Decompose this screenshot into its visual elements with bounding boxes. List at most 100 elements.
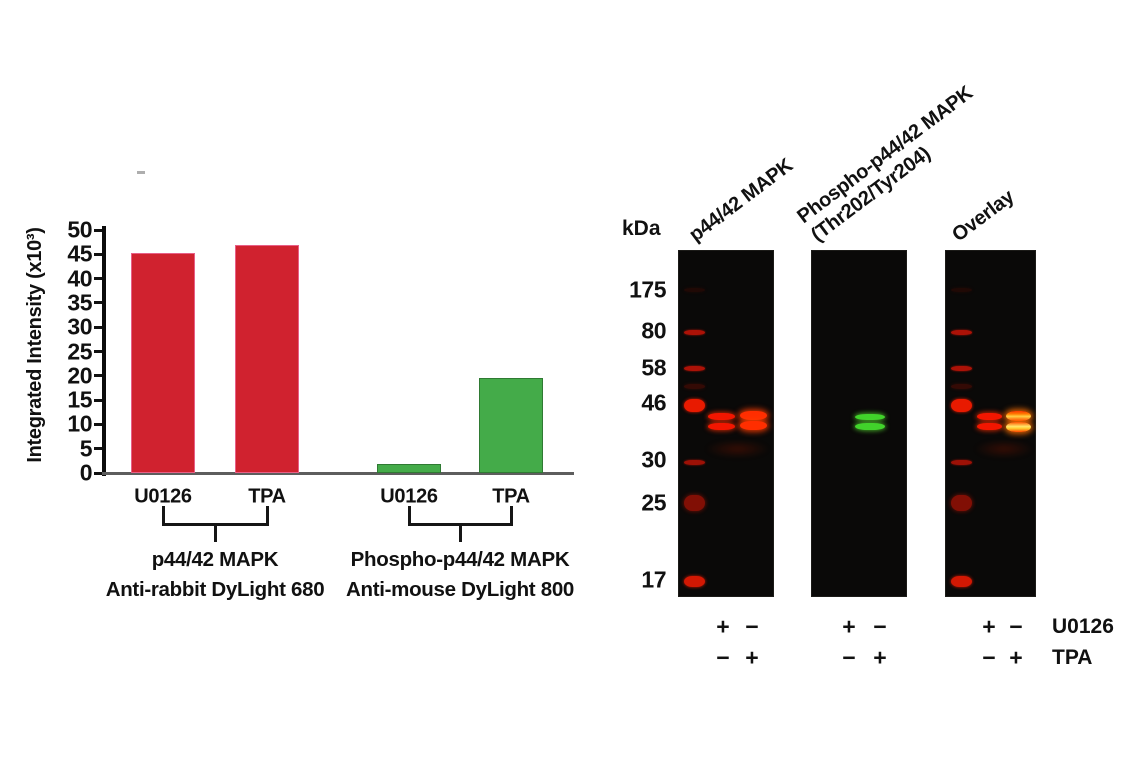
y-tick-label: 10 [67, 410, 92, 437]
faint-smear [975, 440, 1033, 458]
ladder-band [951, 495, 972, 511]
y-tick-label: 50 [67, 216, 92, 243]
treatment-sign: + [1009, 644, 1023, 671]
ladder-band [951, 365, 972, 371]
x-axis-line [102, 472, 574, 475]
ladder-band [684, 398, 705, 412]
y-tick-mark [94, 374, 102, 378]
treatment-sign: − [716, 644, 730, 671]
treatment-sign: − [842, 644, 856, 671]
protein-band-overlay [1006, 422, 1031, 432]
treatment-sign: − [745, 613, 759, 640]
y-tick-mark [94, 325, 102, 329]
kda-marker-label: 175 [629, 276, 666, 303]
blot-membrane [945, 250, 1036, 597]
ladder-band [684, 575, 705, 587]
bracket-stem [458, 526, 462, 542]
bar-group-label: Anti-mouse DyLight 800 [345, 578, 575, 601]
protein-band-overlay [1006, 411, 1031, 421]
kda-unit-label: kDa [622, 217, 661, 240]
y-axis-line [102, 226, 106, 476]
bracket-leg [509, 506, 513, 523]
y-tick-label: 20 [67, 362, 92, 389]
y-tick-label: 45 [67, 240, 92, 267]
y-tick-mark [94, 228, 102, 232]
treatment-sign: + [716, 613, 730, 640]
speck-artifact [137, 171, 145, 174]
y-tick-mark [94, 252, 102, 256]
y-tick-mark [94, 350, 102, 353]
bracket-bar [407, 523, 513, 526]
ladder-band [951, 383, 972, 389]
y-tick-label: 35 [67, 289, 92, 316]
bar-group-label: Anti-rabbit DyLight 680 [105, 578, 325, 601]
faint-smear [706, 440, 769, 458]
protein-band-red [740, 411, 767, 420]
treatment-label: TPA [1052, 646, 1093, 669]
bracket-leg [161, 506, 165, 523]
bracket-leg [265, 506, 269, 523]
bar-group-label: Phospho-p44/42 MAPK [350, 548, 570, 571]
kda-marker-label: 17 [641, 566, 666, 593]
y-tick-label: 25 [67, 338, 92, 364]
y-tick-label: 5 [79, 435, 93, 462]
bar-group-label: p44/42 MAPK [151, 548, 279, 571]
ladder-band [684, 329, 705, 335]
treatment-sign: + [842, 613, 856, 640]
bracket-bar [161, 523, 269, 526]
ladder-band [951, 398, 972, 412]
ladder-band [951, 288, 972, 292]
y-tick-mark [94, 398, 102, 402]
blot-lane-title: Overlay [948, 186, 1019, 247]
kda-marker-label: 80 [641, 317, 666, 344]
bracket-stem [213, 526, 217, 542]
chart-bar [377, 464, 441, 473]
y-tick-label: 30 [67, 313, 92, 340]
y-tick-mark [94, 447, 102, 451]
y-tick-mark [94, 277, 102, 281]
ladder-band [951, 329, 972, 335]
protein-band-red [708, 423, 735, 430]
protein-band-red [708, 413, 735, 420]
x-category-label: U0126 [380, 485, 438, 508]
treatment-sign: + [982, 613, 996, 640]
blot-membrane [811, 250, 907, 597]
kda-marker-label: 30 [641, 446, 666, 473]
y-tick-mark [94, 471, 102, 475]
y-tick-mark [94, 422, 102, 426]
chart-bar [235, 244, 299, 473]
treatment-sign: + [745, 644, 759, 671]
kda-marker-label: 46 [641, 389, 666, 416]
protein-band-red [740, 421, 767, 430]
protein-band-green [855, 414, 885, 420]
chart-bar [479, 378, 543, 473]
protein-band-red [977, 413, 1002, 420]
y-tick-label: 15 [67, 386, 92, 413]
x-category-label: U0126 [134, 485, 192, 508]
y-tick-label: 40 [67, 265, 92, 292]
ladder-band [951, 459, 972, 465]
ladder-band [684, 288, 705, 292]
y-tick-mark [94, 301, 102, 305]
x-category-label: TPA [248, 485, 286, 508]
protein-band-red [977, 423, 1002, 430]
protein-band-green [855, 423, 885, 430]
kda-marker-label: 25 [641, 489, 666, 516]
y-axis-title: Integrated Intensity (x10³) [24, 227, 46, 463]
treatment-sign: − [1009, 613, 1023, 640]
ladder-band [684, 383, 705, 389]
blot-title-line: Phospho-p44/42 MAPK [793, 81, 977, 228]
x-category-label: TPA [492, 485, 530, 508]
blot-lane-title: p44/42 MAPK [685, 154, 797, 247]
blot-title-line: p44/42 MAPK [685, 154, 797, 247]
blot-membrane [678, 250, 774, 597]
kda-marker-label: 58 [641, 354, 666, 381]
treatment-sign: + [873, 644, 887, 671]
y-tick-label: 0 [79, 459, 93, 486]
bracket-leg [407, 506, 411, 523]
treatment-sign: − [982, 644, 996, 671]
ladder-band [684, 365, 705, 371]
ladder-band [684, 495, 705, 511]
treatment-sign: − [873, 613, 887, 640]
